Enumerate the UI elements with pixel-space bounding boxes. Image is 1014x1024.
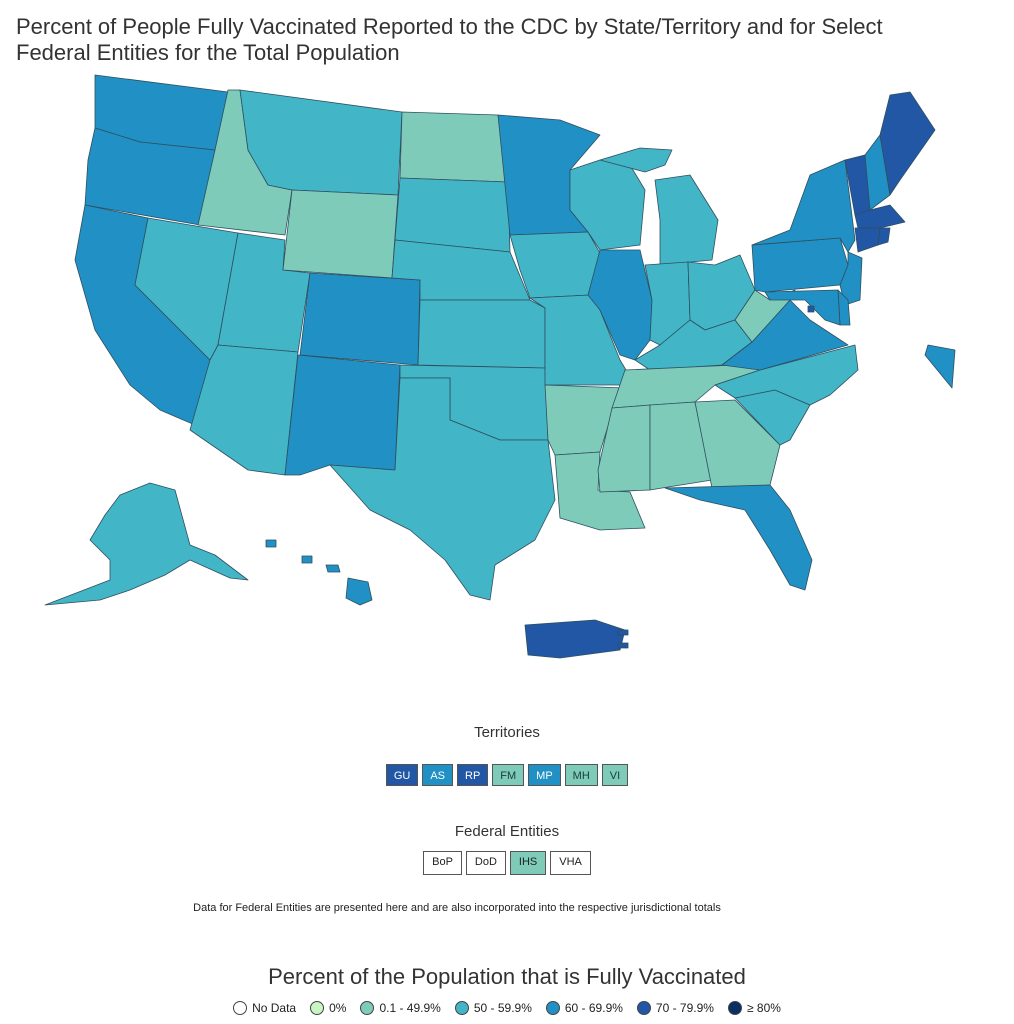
state-HI-oahu[interactable] (301, 555, 313, 564)
state-RI[interactable] (877, 227, 891, 246)
state-PR-culebra[interactable] (617, 642, 629, 649)
territory-button-mp[interactable]: MP (528, 764, 561, 786)
federal-entities-heading: Federal Entities (454, 823, 560, 840)
state-PR-vieques[interactable] (617, 629, 629, 636)
state-KS[interactable] (417, 299, 546, 369)
map-title: Percent of People Fully Vaccinated Repor… (16, 14, 996, 66)
state-CT[interactable] (854, 227, 881, 253)
state-SD[interactable] (394, 177, 511, 253)
us-vaccination-map (44, 74, 956, 659)
map-title-line-1: Percent of People Fully Vaccinated Repor… (16, 14, 883, 39)
federal-button-bop[interactable]: BoP (423, 851, 462, 875)
legend-label: ≥ 80% (746, 1001, 781, 1015)
legend-swatch-icon (310, 1001, 325, 1015)
state-AZ[interactable] (189, 344, 299, 476)
legend-label: 0% (329, 1001, 347, 1015)
state-NC[interactable] (714, 344, 859, 406)
state-FL[interactable] (664, 484, 813, 591)
legend-label: No Data (252, 1001, 297, 1015)
territory-button-vi[interactable]: VI (601, 764, 629, 786)
state-MS[interactable] (597, 404, 651, 493)
legend-swatch-icon (454, 1001, 469, 1015)
legend-item[interactable]: ≥ 80% (727, 1001, 781, 1015)
state-MT[interactable] (239, 89, 403, 196)
territories-heading: Territories (474, 724, 540, 741)
territory-button-as[interactable]: AS (422, 764, 453, 786)
state-HI-maui[interactable] (325, 564, 341, 573)
legend-swatch-icon (233, 1001, 248, 1015)
federal-button-ihs[interactable]: IHS (509, 851, 547, 875)
state-AK[interactable] (44, 482, 249, 606)
state-ME[interactable] (879, 91, 936, 196)
state-ND[interactable] (399, 111, 509, 183)
territory-button-fm[interactable]: FM (492, 764, 525, 786)
federal-entity-buttons: BoP DoD IHS VHA (0, 851, 1014, 875)
state-PR[interactable] (524, 619, 626, 659)
territory-button-rp[interactable]: RP (457, 764, 489, 786)
legend-item[interactable]: 50 - 59.9% (454, 1001, 532, 1015)
legend-swatch-icon (360, 1001, 375, 1015)
legend-label: 50 - 59.9% (473, 1001, 532, 1015)
legend-swatch-icon (727, 1001, 742, 1015)
legend-item[interactable]: 0% (310, 1001, 346, 1015)
state-WY[interactable] (282, 189, 399, 279)
map-title-line-2: Federal Entities for the Total Populatio… (16, 40, 400, 65)
legend: No Data 0% 0.1 - 49.9% 50 - 59.9% 60 - 69.9%… (0, 1001, 1014, 1015)
legend-swatch-icon (545, 1001, 560, 1015)
legend-title: Percent of the Population that is Fully … (268, 964, 746, 989)
federal-button-vha[interactable]: VHA (550, 851, 591, 875)
legend-item[interactable]: No Data (233, 1001, 296, 1015)
legend-swatch-icon (636, 1001, 651, 1015)
state-MD[interactable] (764, 289, 841, 326)
federal-button-dod[interactable]: DoD (465, 851, 506, 875)
legend-item[interactable]: 0.1 - 49.9% (360, 1001, 441, 1015)
federal-entities-note: Data for Federal Entities are presented … (193, 902, 721, 914)
state-HI[interactable] (345, 577, 373, 606)
state-NY[interactable] (751, 159, 856, 253)
legend-label: 0.1 - 49.9% (379, 1001, 441, 1015)
state-MI-UP[interactable] (599, 147, 673, 173)
territory-buttons: GU AS RP FM MP MH VI (0, 764, 1014, 786)
state-CO[interactable] (299, 272, 421, 366)
territory-inset-east[interactable] (924, 344, 956, 389)
territory-button-gu[interactable]: GU (385, 764, 419, 786)
state-NM[interactable] (284, 354, 401, 476)
state-TX[interactable] (329, 377, 556, 601)
legend-label: 60 - 69.9% (564, 1001, 623, 1015)
state-AL[interactable] (649, 401, 713, 491)
legend-label: 70 - 79.9% (655, 1001, 714, 1015)
territory-button-mh[interactable]: MH (564, 764, 598, 786)
legend-item[interactable]: 70 - 79.9% (636, 1001, 714, 1015)
state-PA[interactable] (751, 237, 849, 293)
legend-item[interactable]: 60 - 69.9% (545, 1001, 623, 1015)
state-HI-kauai[interactable] (265, 539, 277, 548)
state-MI[interactable] (654, 174, 719, 266)
state-DC[interactable] (807, 305, 815, 313)
state-GA[interactable] (694, 399, 781, 489)
